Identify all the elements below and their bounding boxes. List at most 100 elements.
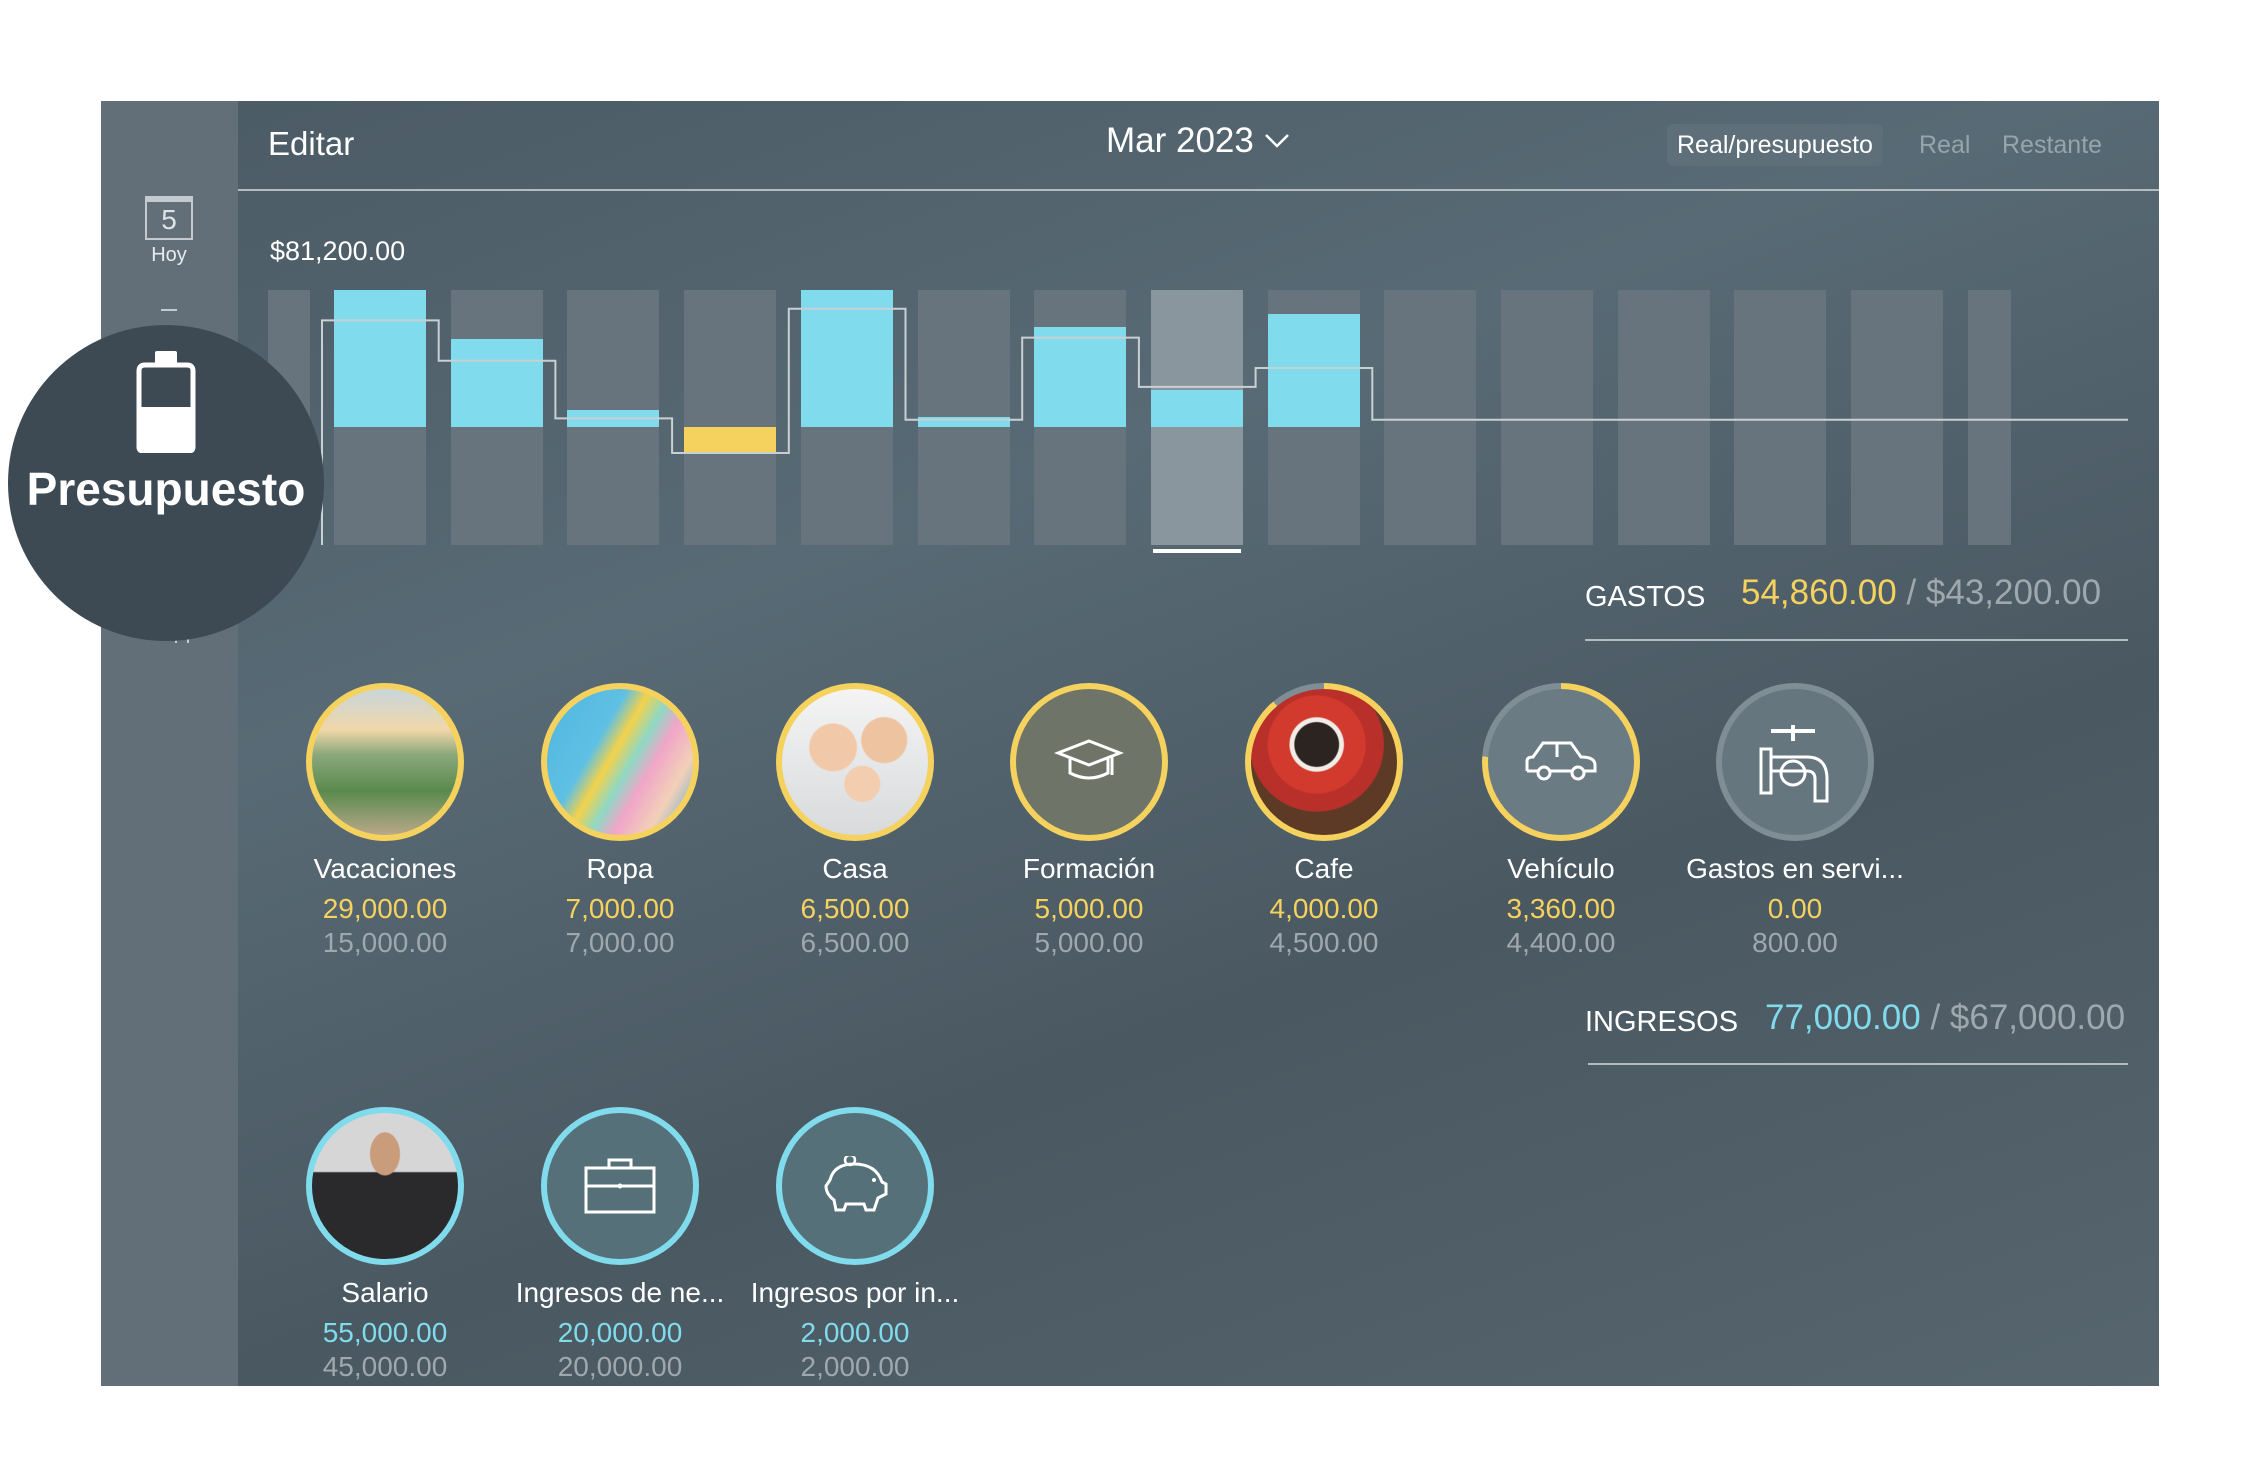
category-actual: 55,000.00 [322, 1317, 448, 1348]
presupuesto-callout: Presupuesto [8, 325, 324, 641]
chart-slot[interactable] [1967, 290, 2011, 545]
header-divider [238, 189, 2159, 191]
mode-restante[interactable]: Restante [2002, 131, 2103, 159]
category-actual: 7,000.00 [565, 893, 675, 924]
chart-slot[interactable] [1734, 290, 1827, 545]
calendar-icon: 5 [145, 196, 193, 240]
income-category[interactable]: Salario 55,000.00 45,000.00 [270, 1107, 500, 1383]
mode-real-presupuesto[interactable]: Real/presupuesto [1667, 124, 1883, 166]
category-budget: 7,000.00 [565, 927, 675, 958]
chart-slot[interactable] [1501, 290, 1593, 545]
progress-ring [776, 683, 934, 841]
chart-bar-income [1150, 389, 1243, 427]
category-budget: 6,500.00 [800, 927, 910, 958]
income-label: INGRESOS [1585, 1006, 1739, 1038]
expenses-label: GASTOS [1585, 581, 1706, 613]
category-actual: 20,000.00 [557, 1317, 683, 1348]
chart-bar-income [1034, 327, 1127, 427]
category-budget: 4,400.00 [1506, 927, 1616, 958]
chevron-down-icon [1264, 134, 1289, 148]
chart-bar-income [800, 290, 893, 427]
budget-step-line [321, 307, 2128, 545]
income-category[interactable]: Ingresos por in... 2,000.00 2,000.00 [740, 1107, 970, 1383]
chart-slot[interactable] [1851, 290, 1944, 545]
category-name: Vehículo [1507, 853, 1615, 884]
progress-ring [541, 683, 699, 841]
income-divider [1588, 1063, 2128, 1065]
category-name: Gastos en servi... [1686, 853, 1904, 884]
progress-ring [1716, 683, 1874, 841]
category-actual: 3,360.00 [1506, 893, 1616, 924]
category-actual: 2,000.00 [800, 1317, 910, 1348]
period-selector[interactable]: Mar 2023 [1106, 121, 1290, 161]
expenses-total: 54,860.00 / $43,200.00 [1741, 573, 2101, 613]
category-name: Ingresos de ne... [515, 1277, 725, 1308]
chart-bar-income [1267, 314, 1360, 427]
category-name: Ropa [586, 853, 654, 884]
app-window: 5 Hoy Editar Mar 2023 Real/presupuesto R… [101, 101, 2159, 1386]
category-name: Ingresos por in... [750, 1277, 960, 1308]
graduation-cap-icon [1016, 689, 1162, 835]
expenses-divider [1585, 639, 2128, 641]
category-actual: 0.00 [1767, 893, 1823, 924]
income-category[interactable]: Ingresos de ne... 20,000.00 20,000.00 [505, 1107, 735, 1383]
progress-ring [541, 1107, 699, 1265]
period-label: Mar 2023 [1106, 121, 1254, 160]
expense-category[interactable]: Gastos en servi... 0.00 800.00 [1680, 683, 1910, 959]
expense-category[interactable]: Casa 6,500.00 6,500.00 [740, 683, 970, 959]
category-budget: 2,000.00 [800, 1351, 910, 1382]
expense-category[interactable]: Formación 5,000.00 5,000.00 [974, 683, 1204, 959]
expenses-budget: / $43,200.00 [1906, 573, 2102, 612]
budget-chart[interactable] [101, 101, 2159, 561]
expenses-actual: 54,860.00 [1741, 573, 1897, 612]
chart-slot[interactable] [684, 290, 777, 545]
shopping-bags-photo [547, 689, 693, 835]
expense-category[interactable]: Ropa 7,000.00 7,000.00 [505, 683, 735, 959]
selected-month-indicator [1152, 549, 1241, 553]
chart-bar-income [450, 339, 543, 427]
mode-real[interactable]: Real [1919, 131, 1971, 159]
progress-ring [306, 1107, 464, 1265]
sidebar-icon-partial[interactable] [161, 309, 177, 319]
expense-category[interactable]: Cafe 4,000.00 4,500.00 [1209, 683, 1439, 959]
category-budget: 800.00 [1752, 927, 1838, 958]
chart-bar-deficit [684, 427, 777, 453]
today-button[interactable]: 5 Hoy [131, 196, 207, 286]
income-actual: 77,000.00 [1765, 998, 1921, 1037]
water-tap-icon [1722, 689, 1868, 835]
category-name: Vacaciones [313, 853, 457, 884]
income-total: 77,000.00 / $67,000.00 [1765, 998, 2125, 1038]
piggy-bank-icon [782, 1113, 928, 1259]
chart-bar-income [334, 290, 426, 427]
sidebar: 5 Hoy [101, 101, 238, 1386]
progress-ring [776, 1107, 934, 1265]
vacation-photo [312, 689, 458, 835]
category-actual: 6,500.00 [800, 893, 910, 924]
expense-category[interactable]: Vehículo 3,360.00 4,400.00 [1446, 683, 1676, 959]
editar-button[interactable]: Editar [268, 125, 355, 162]
category-name: Salario [341, 1277, 429, 1308]
category-budget: 45,000.00 [322, 1351, 448, 1382]
category-actual: 29,000.00 [322, 893, 448, 924]
chart-slot[interactable] [1617, 290, 1710, 545]
coffee-cup-photo [1251, 689, 1397, 835]
progress-ring [1482, 683, 1640, 841]
category-actual: 4,000.00 [1269, 893, 1379, 924]
car-icon [1488, 689, 1634, 835]
category-name: Formación [1022, 853, 1156, 884]
category-budget: 4,500.00 [1269, 927, 1379, 958]
income-budget: / $67,000.00 [1930, 998, 2126, 1037]
category-budget: 15,000.00 [322, 927, 448, 958]
chart-bar-income [917, 416, 1010, 427]
category-budget: 20,000.00 [557, 1351, 683, 1382]
progress-ring [306, 683, 464, 841]
expense-category[interactable]: Vacaciones 29,000.00 15,000.00 [270, 683, 500, 959]
budget-jar-icon [136, 351, 196, 454]
businessman-photo [312, 1113, 458, 1259]
briefcase-icon [547, 1113, 693, 1259]
budget-step-line-layer [321, 307, 2128, 545]
progress-ring [1245, 683, 1403, 841]
today-label: Hoy [151, 244, 187, 266]
category-actual: 5,000.00 [1034, 893, 1144, 924]
chart-slot[interactable] [1384, 290, 1477, 545]
